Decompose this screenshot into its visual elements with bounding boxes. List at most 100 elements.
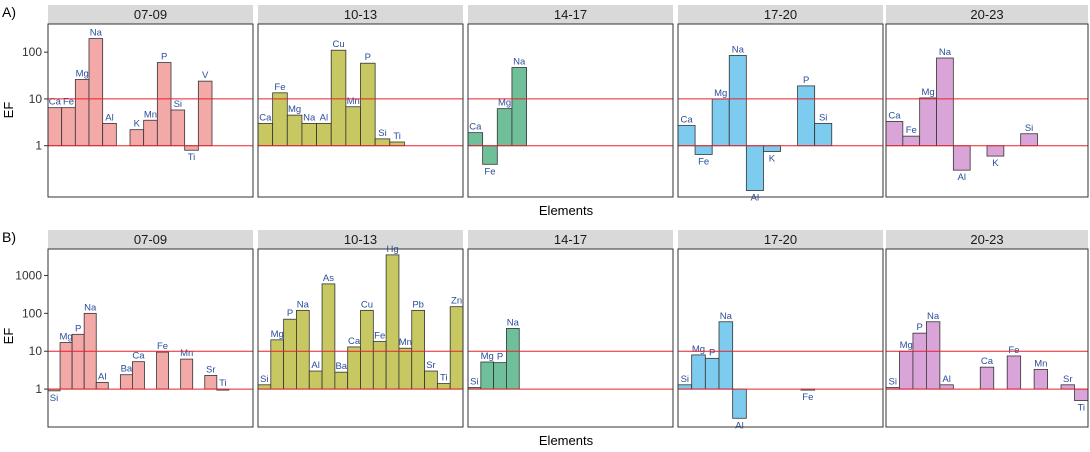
bar-label-Mg: Mg bbox=[288, 104, 301, 115]
facet-strip bbox=[886, 230, 1088, 249]
bar-Ti bbox=[436, 383, 451, 390]
bar-Si bbox=[1020, 133, 1038, 147]
panel-border bbox=[677, 23, 884, 198]
bar-label-P: P bbox=[803, 75, 809, 86]
facet-strip bbox=[468, 230, 673, 249]
bar-label-Al: Al bbox=[320, 112, 328, 123]
bar-Mn bbox=[345, 106, 361, 147]
bar-P bbox=[493, 362, 507, 390]
bar-label-Mn: Mn bbox=[144, 109, 157, 120]
bar-label-Ca: Ca bbox=[348, 336, 361, 347]
facet-strip-label: 10-13 bbox=[344, 7, 377, 22]
panel-border bbox=[47, 23, 254, 198]
bar-label-Fe: Fe bbox=[374, 331, 385, 342]
bar-Ba bbox=[119, 374, 133, 390]
facet-strip bbox=[48, 5, 253, 24]
bar-Mn bbox=[1033, 369, 1048, 390]
bar-label-Mg: Mg bbox=[498, 98, 511, 109]
bar-label-Ti: Ti bbox=[188, 152, 196, 163]
facet-strip-label: 20-23 bbox=[970, 7, 1003, 22]
y-tick-label: 10 bbox=[29, 344, 43, 358]
bar-Al bbox=[308, 370, 323, 390]
facet-strip-label: 14-17 bbox=[554, 232, 587, 247]
bar-Sr bbox=[1060, 384, 1075, 390]
bar-Mg bbox=[270, 339, 285, 390]
bar-Fe bbox=[156, 351, 169, 390]
bar-K bbox=[129, 129, 145, 147]
bar-label-Ba: Ba bbox=[121, 364, 133, 375]
bar-label-Ba: Ba bbox=[335, 361, 347, 372]
bar-label-Na: Na bbox=[513, 56, 526, 67]
bar-Na bbox=[718, 321, 734, 390]
bar-label-Cu: Cu bbox=[332, 39, 344, 50]
panel-border bbox=[467, 23, 674, 198]
bar-label-Na: Na bbox=[732, 44, 745, 55]
bar-label-Si: Si bbox=[174, 99, 182, 110]
bar-label-Ca: Ca bbox=[49, 97, 62, 108]
bar-Sr bbox=[424, 370, 438, 390]
bar-Na bbox=[728, 55, 747, 147]
bar-Al bbox=[102, 122, 117, 147]
panel-border bbox=[677, 248, 884, 428]
bar-Fe bbox=[482, 145, 498, 165]
facet-strip bbox=[678, 230, 883, 249]
facet-strip-label: 17-20 bbox=[764, 7, 797, 22]
y-axis-title: EF bbox=[1, 102, 16, 119]
bar-label-Al: Al bbox=[751, 193, 759, 204]
bar-Hg bbox=[385, 254, 400, 390]
bar-label-Ti: Ti bbox=[1077, 403, 1085, 414]
bar-Ti bbox=[389, 141, 405, 147]
bar-label-Mg: Mg bbox=[76, 69, 89, 80]
bar-label-Na: Na bbox=[507, 317, 520, 328]
bar-label-Mg: Mg bbox=[921, 87, 934, 98]
facet-strip bbox=[48, 230, 253, 249]
bar-label-Sr: Sr bbox=[1063, 374, 1073, 385]
bar-label-Mn: Mn bbox=[399, 337, 412, 348]
bar-Ca bbox=[885, 121, 904, 147]
facet-20-23: 20-23 Si MgP Na Al Ca Fe Mn Sr Ti bbox=[885, 230, 1089, 428]
facet-14-17: 14-17 Si Mg P Na bbox=[467, 230, 674, 428]
facet-strip bbox=[678, 5, 883, 24]
bar-Ca bbox=[347, 346, 361, 390]
bar-Na bbox=[511, 67, 527, 147]
bar-label-Pb: Pb bbox=[412, 299, 424, 310]
bar-label-Ca: Ca bbox=[981, 356, 994, 367]
bar-P bbox=[71, 333, 85, 390]
bar-label-Cu: Cu bbox=[361, 299, 373, 310]
facet-strip bbox=[468, 5, 673, 24]
bar-label-Al: Al bbox=[735, 420, 743, 431]
bar-label-Na: Na bbox=[720, 311, 733, 322]
facet-strip bbox=[258, 5, 463, 24]
bar-Zn bbox=[449, 306, 464, 390]
x-axis-title: Elements bbox=[539, 203, 594, 218]
bar-Si bbox=[374, 138, 391, 147]
bar-label-Fe: Fe bbox=[484, 166, 495, 177]
bar-label-Al: Al bbox=[98, 371, 106, 382]
bar-label-Ca: Ca bbox=[259, 112, 272, 123]
bar-label-P: P bbox=[365, 52, 371, 63]
bar-label-Na: Na bbox=[303, 112, 316, 123]
bar-label-P: P bbox=[497, 352, 503, 363]
bar-Fe bbox=[272, 92, 288, 147]
bar-Si bbox=[814, 122, 833, 147]
facet-17-20: 17-20 Ca Fe Mg Na Al K P Si bbox=[677, 5, 884, 204]
facet-strip-label: 07-09 bbox=[134, 7, 167, 22]
bar-P bbox=[704, 357, 720, 390]
bar-label-As: As bbox=[323, 273, 334, 284]
facet-strip-label: 07-09 bbox=[134, 232, 167, 247]
bar-label-Mn: Mn bbox=[1034, 358, 1047, 369]
bar-label-Mn: Mn bbox=[180, 348, 193, 359]
bar-Fe bbox=[1006, 355, 1022, 390]
bar-P bbox=[912, 332, 927, 390]
bar-Al bbox=[939, 384, 954, 390]
bar-Na bbox=[296, 309, 310, 390]
bar-label-Mg: Mg bbox=[900, 340, 913, 351]
bar-Na bbox=[301, 122, 317, 147]
bar-Si bbox=[170, 109, 186, 147]
bar-label-Ca: Ca bbox=[469, 122, 482, 133]
bar-Cu bbox=[330, 49, 347, 147]
bar-Mg bbox=[691, 354, 706, 390]
bar-label-Mg: Mg bbox=[59, 332, 72, 343]
